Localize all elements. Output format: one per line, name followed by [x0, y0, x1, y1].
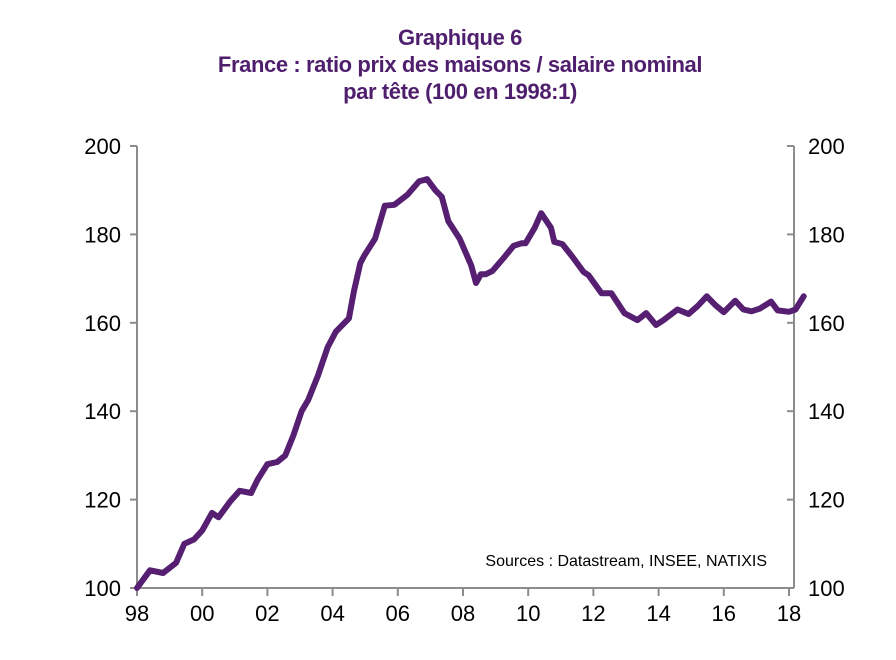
series-line: [134, 176, 807, 591]
chart-subtitle-line-2: par tête (100 en 1998:1): [343, 79, 577, 104]
x-tick-label: 98: [125, 601, 149, 626]
left-y-tick-label: 140: [84, 399, 121, 424]
x-tick-label: 16: [712, 601, 736, 626]
x-tick-label: 04: [320, 601, 344, 626]
right-y-tick-label: 160: [808, 311, 845, 336]
x-tick-label: 12: [581, 601, 605, 626]
right-y-tick-label: 100: [808, 576, 845, 601]
series-group: [134, 176, 807, 591]
left-y-tick-label: 100: [84, 576, 121, 601]
chart-subtitle-line-1: France : ratio prix des maisons / salair…: [217, 52, 703, 77]
x-tick-label: 14: [646, 601, 670, 626]
right-y-tick-label: 120: [808, 488, 845, 513]
x-tick-label: 00: [190, 601, 214, 626]
chart-title: Graphique 6: [398, 25, 522, 50]
right-y-tick-label: 180: [808, 222, 845, 247]
source-annotation: Sources : Datastream, INSEE, NATIXIS: [485, 553, 767, 570]
axes-group: 100 100 120 120 140 140 160 160 180 180 200 200 98 00…: [84, 134, 844, 626]
left-y-tick-label: 180: [84, 222, 121, 247]
x-tick-label: 06: [386, 601, 410, 626]
right-y-tick-label: 200: [808, 134, 845, 159]
x-tick-label: 02: [255, 601, 279, 626]
right-y-tick-label: 140: [808, 399, 845, 424]
left-y-tick-label: 160: [84, 311, 121, 336]
x-tick-label: 10: [516, 601, 540, 626]
left-y-tick-label: 120: [84, 488, 121, 513]
x-tick-label: 18: [777, 601, 801, 626]
left-y-tick-label: 200: [84, 134, 121, 159]
x-tick-label: 08: [451, 601, 475, 626]
chart-title-block: Graphique 6 France : ratio prix des mais…: [0, 24, 896, 105]
